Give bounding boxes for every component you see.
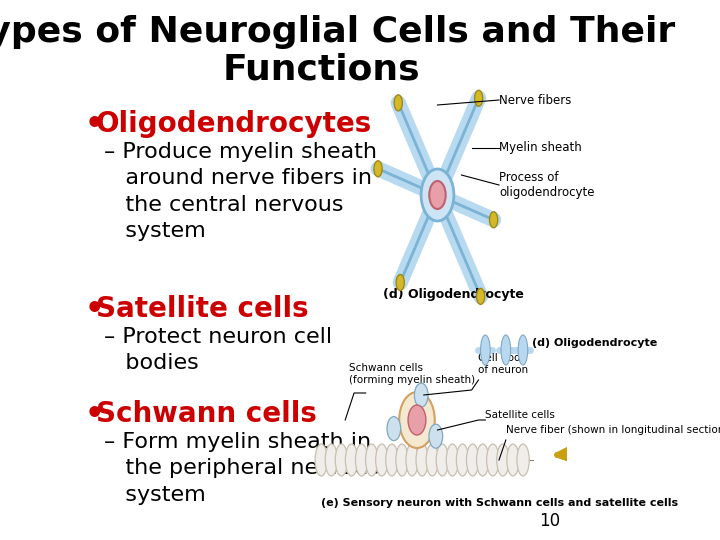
Ellipse shape: [346, 444, 358, 476]
Text: (e) Sensory neuron with Schwann cells and satellite cells: (e) Sensory neuron with Schwann cells an…: [321, 498, 678, 508]
Ellipse shape: [467, 444, 479, 476]
Ellipse shape: [480, 335, 490, 365]
Ellipse shape: [477, 444, 489, 476]
Ellipse shape: [406, 444, 418, 476]
Text: Process of
oligodendrocyte: Process of oligodendrocyte: [499, 171, 595, 199]
Text: Functions: Functions: [222, 52, 420, 86]
Ellipse shape: [396, 274, 405, 291]
Ellipse shape: [501, 335, 510, 365]
Ellipse shape: [474, 90, 482, 106]
Ellipse shape: [386, 444, 398, 476]
Text: – Form myelin sheath in
   the peripheral nervous
   system: – Form myelin sheath in the peripheral n…: [104, 432, 379, 505]
Text: Schwann cells: Schwann cells: [96, 400, 317, 428]
Text: Satellite cells: Satellite cells: [485, 410, 555, 420]
Text: (d) Oligodendrocyte: (d) Oligodendrocyte: [383, 288, 523, 301]
Ellipse shape: [517, 444, 529, 476]
Ellipse shape: [387, 417, 400, 441]
Text: Nerve fiber (shown in longitudinal section): Nerve fiber (shown in longitudinal secti…: [506, 425, 720, 435]
Ellipse shape: [376, 444, 388, 476]
Text: •: •: [85, 400, 104, 429]
Ellipse shape: [408, 405, 426, 435]
Ellipse shape: [399, 392, 435, 448]
Ellipse shape: [446, 444, 459, 476]
Text: Types of Neuroglial Cells and Their: Types of Neuroglial Cells and Their: [0, 15, 675, 49]
Ellipse shape: [394, 95, 402, 111]
Ellipse shape: [487, 444, 499, 476]
Ellipse shape: [426, 444, 438, 476]
Ellipse shape: [336, 444, 348, 476]
Text: Satellite cells: Satellite cells: [96, 295, 308, 323]
Ellipse shape: [356, 444, 368, 476]
Ellipse shape: [374, 161, 382, 177]
Ellipse shape: [490, 212, 498, 228]
Ellipse shape: [429, 181, 446, 209]
Text: •: •: [85, 110, 104, 139]
Text: Nerve fibers: Nerve fibers: [499, 93, 572, 106]
Ellipse shape: [421, 169, 454, 221]
Text: Cell body
of neuron: Cell body of neuron: [479, 353, 528, 375]
Ellipse shape: [415, 383, 428, 407]
Ellipse shape: [416, 444, 428, 476]
Text: (d) Oligodendrocyte: (d) Oligodendrocyte: [532, 338, 657, 348]
Ellipse shape: [518, 335, 528, 365]
Ellipse shape: [507, 444, 519, 476]
Text: •: •: [85, 295, 104, 324]
Ellipse shape: [497, 444, 509, 476]
Ellipse shape: [477, 288, 485, 305]
Ellipse shape: [315, 444, 328, 476]
Ellipse shape: [429, 424, 443, 448]
Ellipse shape: [436, 444, 449, 476]
Ellipse shape: [325, 444, 338, 476]
Text: 10: 10: [539, 512, 561, 530]
Text: Oligodendrocytes: Oligodendrocytes: [96, 110, 372, 138]
Ellipse shape: [366, 444, 378, 476]
Text: Schwann cells
(forming myelin sheath): Schwann cells (forming myelin sheath): [348, 363, 474, 385]
Text: Myelin sheath: Myelin sheath: [499, 141, 582, 154]
Ellipse shape: [456, 444, 469, 476]
Text: – Produce myelin sheath
   around nerve fibers in
   the central nervous
   syst: – Produce myelin sheath around nerve fib…: [104, 142, 377, 241]
Ellipse shape: [396, 444, 408, 476]
Text: – Protect neuron cell
   bodies: – Protect neuron cell bodies: [104, 327, 332, 373]
